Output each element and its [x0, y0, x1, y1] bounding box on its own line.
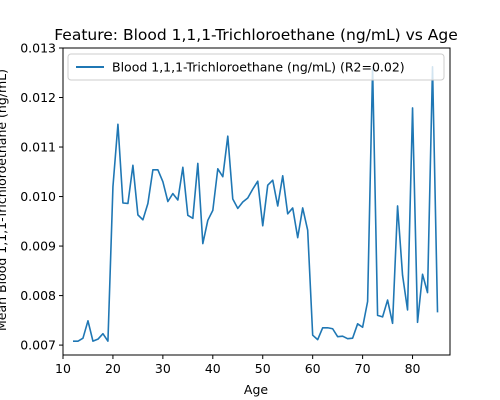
x-tick-label: 20	[105, 361, 121, 376]
plot-area	[62, 47, 451, 356]
y-tick-label: 0.007	[20, 338, 56, 353]
y-tick-label: 0.008	[20, 288, 56, 303]
x-tick-label: 10	[55, 361, 71, 376]
y-tick-label: 0.013	[20, 41, 56, 56]
x-tick-label: 30	[155, 361, 171, 376]
x-tick-label: 40	[205, 361, 221, 376]
x-tick-label: 80	[405, 361, 421, 376]
y-tick-label: 0.012	[20, 90, 56, 105]
x-tick-label: 70	[355, 361, 371, 376]
y-tick-label: 0.009	[20, 239, 56, 254]
chart-title: Feature: Blood 1,1,1-Trichloroethane (ng…	[54, 26, 458, 44]
x-axis-label: Age	[244, 382, 268, 397]
x-axis-ticks: 10 20 30 40 50 60 70 80	[55, 355, 421, 376]
legend-label: Blood 1,1,1-Trichloroethane (ng/mL) (R2=…	[112, 60, 405, 75]
y-axis-label: Mean Blood 1,1,1-Trichloroethane (ng/mL)	[0, 69, 9, 331]
x-tick-label: 60	[305, 361, 321, 376]
y-tick-label: 0.011	[20, 140, 56, 155]
legend-box	[67, 53, 445, 81]
y-axis-ticks: 0.007 0.008 0.009 0.010 0.011 0.012 0.013	[20, 41, 63, 353]
legend: Blood 1,1,1-Trichloroethane (ng/mL) (R2=…	[67, 53, 445, 81]
series-line-0	[72, 66, 439, 342]
y-tick-label: 0.010	[20, 189, 56, 204]
x-tick-label: 50	[255, 361, 271, 376]
axes-frame	[62, 47, 451, 356]
